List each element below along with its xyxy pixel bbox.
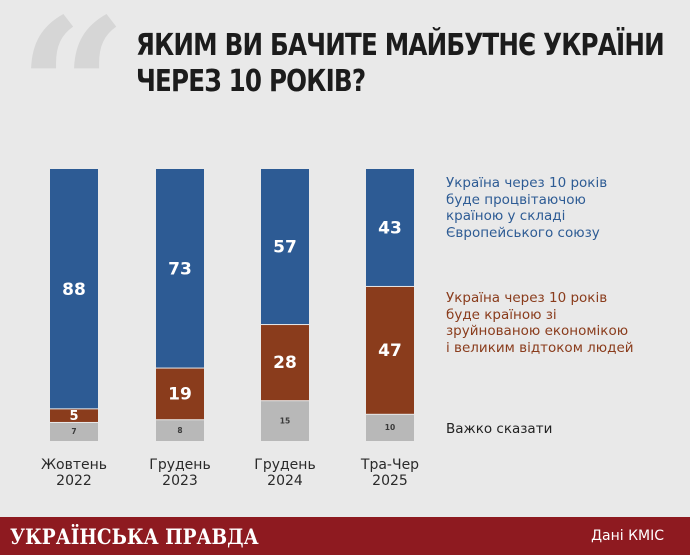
bar-segment [50,408,98,422]
bar-segment [156,419,204,441]
legend-ruined-line: зруйнованою економікою [446,323,629,339]
bar-segment [366,169,414,286]
data-label: 57 [273,238,297,258]
stacked-bar-chart: 7588Жовтень202281973Грудень2023152857Гру… [41,169,419,489]
footer-bar: УКРАЇНСЬКА ПРАВДА Дані КМІС [0,517,690,555]
data-label: 8 [177,426,182,435]
bar-segment [261,169,309,325]
bar-segment [156,169,204,368]
bar-segment [261,400,309,441]
quote-mark-decoration: “ [18,0,128,200]
x-tick-label: 2022 [56,473,92,489]
legend-hard-line: Важко сказати [446,421,553,437]
segment-separator [261,323,309,326]
x-tick-label: Тра-Чер [360,457,419,473]
x-tick-label: Грудень [254,457,315,473]
legend-eu-line: країною у складі [446,208,566,224]
data-label: 7 [71,427,76,436]
legend-ruined-line: буде країною зі [446,306,557,323]
legend-ruined-line: Україна через 10 років [446,290,608,306]
bar-segment [261,324,309,401]
x-tick-label: Грудень [149,457,210,473]
brand-logo: УКРАЇНСЬКА ПРАВДА [10,524,259,549]
data-source: Дані КМІС [591,528,664,544]
legend-item-ruined: Україна через 10 років буде країною зі з… [446,290,634,356]
data-label: 19 [168,385,192,405]
legend-eu-line: Європейського союзу [446,224,600,241]
legend-ruined-line: і великим відтоком людей [446,339,634,356]
bar-segment [366,413,414,441]
x-tick-label: 2024 [267,473,303,489]
x-tick-label: 2023 [162,473,198,489]
data-label: 15 [280,416,290,425]
legend-item-hard-to-say: Важко сказати [446,421,552,438]
bar-segment [366,285,414,414]
legend-item-eu: Україна через 10 років буде процвітаючою… [446,175,607,241]
data-label: 5 [69,409,78,424]
data-label: 10 [385,423,395,432]
data-label: 43 [378,219,402,239]
data-label: 28 [273,353,297,373]
data-label: 73 [168,259,192,279]
data-label: 88 [62,280,86,300]
data-label: 47 [378,341,402,361]
bar-segment [156,367,204,420]
bar-segment [50,169,98,409]
legend-eu-line: Україна через 10 років [446,175,608,191]
bar-segment [50,421,98,441]
x-tick-label: Жовтень [41,457,107,473]
x-tick-label: 2025 [372,473,408,489]
legend-eu-line: буде процвітаючою [446,191,586,208]
chart-title-line-2: ЧЕРЕЗ 10 РОКІВ? [136,64,366,99]
